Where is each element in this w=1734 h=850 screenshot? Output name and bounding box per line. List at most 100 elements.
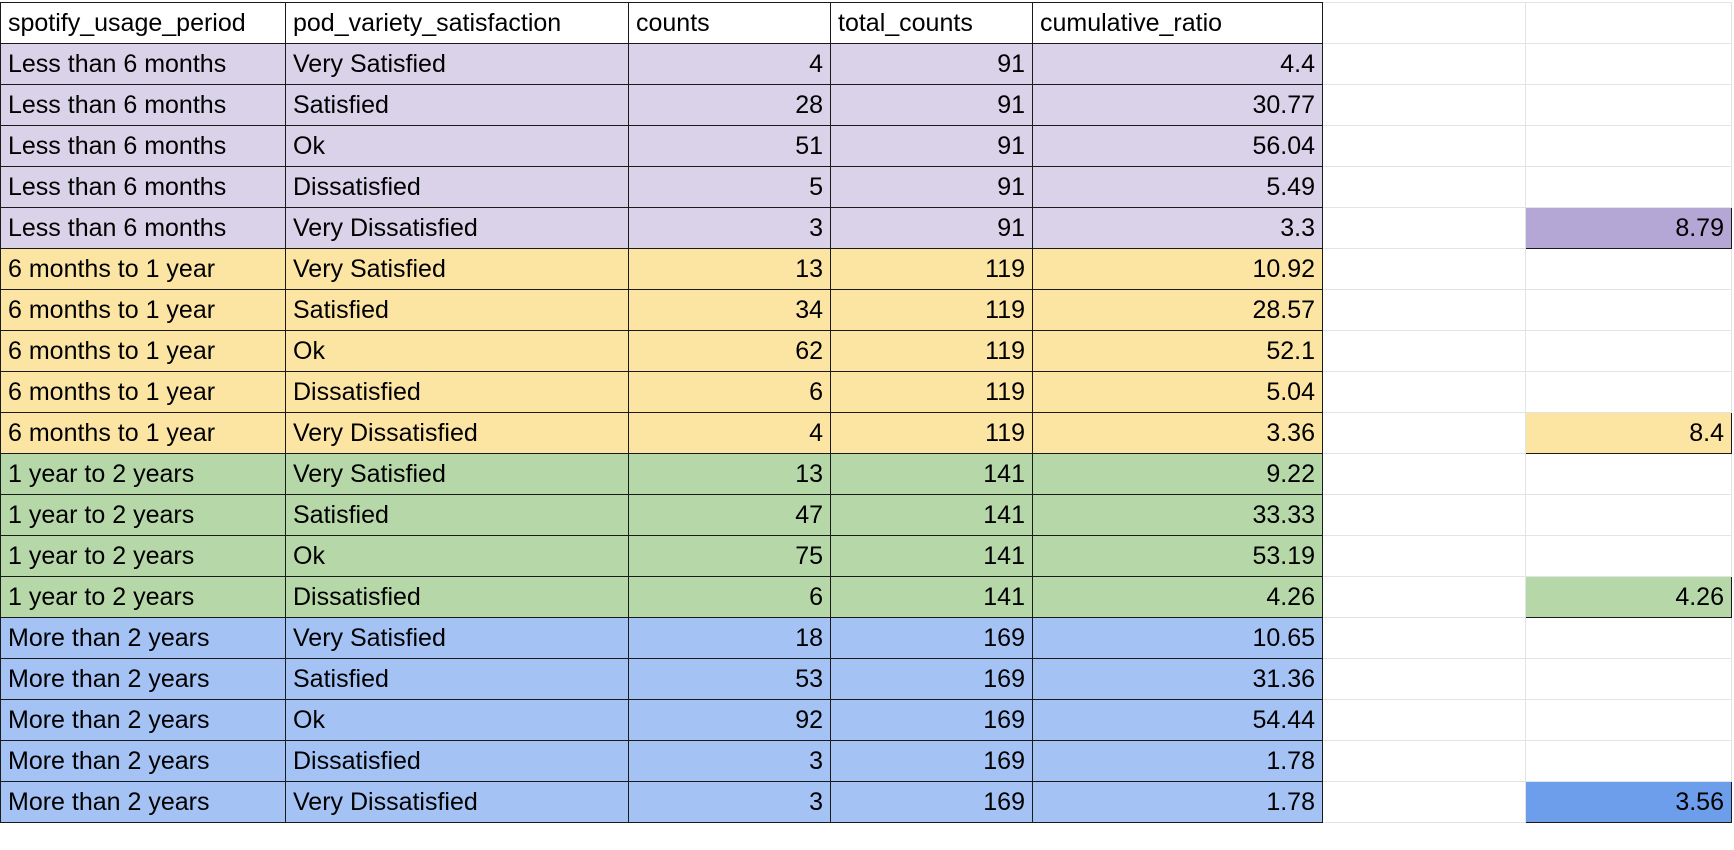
cell-total-counts[interactable]: 169 <box>830 740 1033 782</box>
cell-cumulative-ratio[interactable]: 53.19 <box>1032 535 1323 577</box>
empty-cell[interactable] <box>1322 699 1526 741</box>
cell-counts[interactable]: 6 <box>628 576 831 618</box>
cell-pod-variety-satisfaction[interactable]: Dissatisfied <box>285 166 629 208</box>
empty-cell[interactable] <box>1525 699 1732 741</box>
empty-cell[interactable] <box>1322 166 1526 208</box>
empty-cell[interactable] <box>1525 125 1732 167</box>
empty-cell[interactable] <box>1322 658 1526 700</box>
cell-pod-variety-satisfaction[interactable]: Satisfied <box>285 494 629 536</box>
cell-spotify-usage-period[interactable]: 6 months to 1 year <box>0 371 286 413</box>
cell-pod-variety-satisfaction[interactable]: Dissatisfied <box>285 576 629 618</box>
column-header-cumulative-ratio[interactable]: cumulative_ratio <box>1032 2 1323 44</box>
cell-counts[interactable]: 34 <box>628 289 831 331</box>
cell-cumulative-ratio[interactable]: 3.3 <box>1032 207 1323 249</box>
cell-total-counts[interactable]: 91 <box>830 84 1033 126</box>
empty-cell[interactable] <box>1525 535 1732 577</box>
cell-cumulative-ratio[interactable]: 5.04 <box>1032 371 1323 413</box>
cell-cumulative-ratio[interactable]: 28.57 <box>1032 289 1323 331</box>
cell-pod-variety-satisfaction[interactable]: Very Dissatisfied <box>285 781 629 823</box>
cell-cumulative-ratio[interactable]: 54.44 <box>1032 699 1323 741</box>
cell-counts[interactable]: 18 <box>628 617 831 659</box>
cell-cumulative-ratio[interactable]: 10.65 <box>1032 617 1323 659</box>
cell-counts[interactable]: 3 <box>628 781 831 823</box>
cell-spotify-usage-period[interactable]: 6 months to 1 year <box>0 330 286 372</box>
cell-pod-variety-satisfaction[interactable]: Ok <box>285 125 629 167</box>
cell-total-counts[interactable]: 119 <box>830 248 1033 290</box>
empty-cell[interactable] <box>1322 289 1526 331</box>
cell-spotify-usage-period[interactable]: Less than 6 months <box>0 125 286 167</box>
cell-total-counts[interactable]: 169 <box>830 617 1033 659</box>
cell-total-counts[interactable]: 119 <box>830 412 1033 454</box>
cell-spotify-usage-period[interactable]: More than 2 years <box>0 699 286 741</box>
cell-cumulative-ratio[interactable]: 5.49 <box>1032 166 1323 208</box>
empty-cell[interactable] <box>1525 43 1732 85</box>
cell-cumulative-ratio[interactable]: 1.78 <box>1032 781 1323 823</box>
cell-spotify-usage-period[interactable]: More than 2 years <box>0 781 286 823</box>
cell-cumulative-ratio[interactable]: 30.77 <box>1032 84 1323 126</box>
cell-counts[interactable]: 51 <box>628 125 831 167</box>
cell-cumulative-ratio[interactable]: 3.36 <box>1032 412 1323 454</box>
cell-cumulative-ratio[interactable]: 56.04 <box>1032 125 1323 167</box>
cell-total-counts[interactable]: 91 <box>830 125 1033 167</box>
empty-cell[interactable] <box>1525 371 1732 413</box>
column-header-pod-variety-satisfaction[interactable]: pod_variety_satisfaction <box>285 2 629 44</box>
empty-cell[interactable] <box>1322 617 1526 659</box>
cell-cumulative-ratio[interactable]: 1.78 <box>1032 740 1323 782</box>
empty-cell[interactable] <box>1322 740 1526 782</box>
column-header-spotify-usage-period[interactable]: spotify_usage_period <box>0 2 286 44</box>
cell-pod-variety-satisfaction[interactable]: Ok <box>285 330 629 372</box>
cell-pod-variety-satisfaction[interactable]: Very Satisfied <box>285 453 629 495</box>
cell-spotify-usage-period[interactable]: Less than 6 months <box>0 207 286 249</box>
empty-cell[interactable] <box>1322 412 1526 454</box>
cell-cumulative-ratio[interactable]: 52.1 <box>1032 330 1323 372</box>
cell-spotify-usage-period[interactable]: More than 2 years <box>0 617 286 659</box>
cell-counts[interactable]: 28 <box>628 84 831 126</box>
cell-counts[interactable]: 3 <box>628 740 831 782</box>
cell-counts[interactable]: 13 <box>628 453 831 495</box>
cell-pod-variety-satisfaction[interactable]: Very Satisfied <box>285 248 629 290</box>
cell-pod-variety-satisfaction[interactable]: Dissatisfied <box>285 740 629 782</box>
cell-spotify-usage-period[interactable]: Less than 6 months <box>0 84 286 126</box>
cell-counts[interactable]: 53 <box>628 658 831 700</box>
cell-counts[interactable]: 4 <box>628 43 831 85</box>
cell-cumulative-ratio[interactable]: 4.26 <box>1032 576 1323 618</box>
empty-cell[interactable] <box>1322 576 1526 618</box>
cell-pod-variety-satisfaction[interactable]: Ok <box>285 535 629 577</box>
cell-spotify-usage-period[interactable]: Less than 6 months <box>0 43 286 85</box>
cell-spotify-usage-period[interactable]: More than 2 years <box>0 740 286 782</box>
empty-cell[interactable] <box>1322 84 1526 126</box>
cell-counts[interactable]: 4 <box>628 412 831 454</box>
cell-counts[interactable]: 3 <box>628 207 831 249</box>
cell-pod-variety-satisfaction[interactable]: Very Dissatisfied <box>285 207 629 249</box>
cell-cumulative-ratio[interactable]: 31.36 <box>1032 658 1323 700</box>
cell-spotify-usage-period[interactable]: 6 months to 1 year <box>0 248 286 290</box>
empty-cell[interactable] <box>1322 781 1526 823</box>
empty-cell[interactable] <box>1525 617 1732 659</box>
cell-cumulative-ratio[interactable]: 4.4 <box>1032 43 1323 85</box>
column-header-total-counts[interactable]: total_counts <box>830 2 1033 44</box>
empty-cell[interactable] <box>1322 125 1526 167</box>
cell-pod-variety-satisfaction[interactable]: Satisfied <box>285 84 629 126</box>
empty-cell[interactable] <box>1525 330 1732 372</box>
cell-spotify-usage-period[interactable]: 1 year to 2 years <box>0 494 286 536</box>
cell-cumulative-ratio[interactable]: 10.92 <box>1032 248 1323 290</box>
empty-cell[interactable] <box>1525 248 1732 290</box>
empty-cell[interactable] <box>1322 207 1526 249</box>
cell-total-counts[interactable]: 91 <box>830 207 1033 249</box>
cell-cumulative-ratio[interactable]: 9.22 <box>1032 453 1323 495</box>
cell-spotify-usage-period[interactable]: Less than 6 months <box>0 166 286 208</box>
cell-total-counts[interactable]: 91 <box>830 43 1033 85</box>
empty-cell[interactable] <box>1322 453 1526 495</box>
empty-cell[interactable] <box>1322 494 1526 536</box>
empty-cell[interactable] <box>1525 740 1732 782</box>
cell-pod-variety-satisfaction[interactable]: Satisfied <box>285 289 629 331</box>
cell-spotify-usage-period[interactable]: 6 months to 1 year <box>0 412 286 454</box>
cell-pod-variety-satisfaction[interactable]: Very Dissatisfied <box>285 412 629 454</box>
cell-counts[interactable]: 5 <box>628 166 831 208</box>
cell-spotify-usage-period[interactable]: 1 year to 2 years <box>0 576 286 618</box>
cell-counts[interactable]: 6 <box>628 371 831 413</box>
empty-cell[interactable] <box>1525 289 1732 331</box>
empty-cell[interactable] <box>1525 453 1732 495</box>
cell-counts[interactable]: 62 <box>628 330 831 372</box>
cell-total-counts[interactable]: 119 <box>830 371 1033 413</box>
